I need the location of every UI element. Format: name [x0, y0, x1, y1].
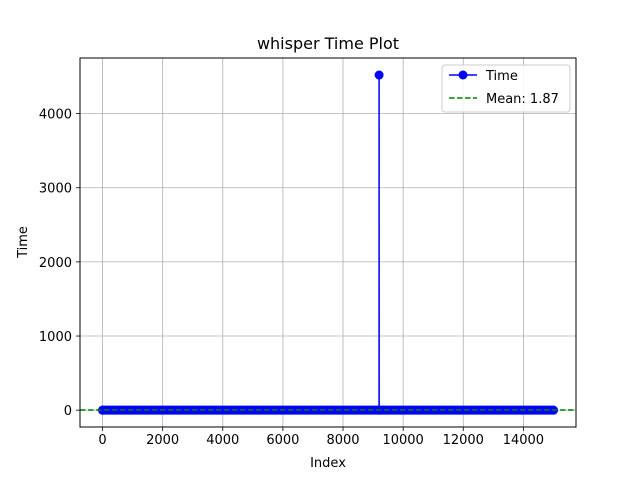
x-axis-label: Index [310, 456, 346, 471]
y-axis-label: Time [16, 226, 31, 259]
x-tick-label: 8000 [326, 433, 359, 448]
x-tick-label: 14000 [503, 433, 544, 448]
x-tick-label: 12000 [443, 433, 484, 448]
x-tick-label: 6000 [266, 433, 299, 448]
y-tick-label: 0 [64, 404, 72, 419]
y-tick-label: 1000 [39, 330, 72, 345]
time-data-point [98, 405, 108, 415]
chart-title: whisper Time Plot [257, 34, 399, 53]
y-tick-label: 2000 [39, 256, 72, 271]
legend-label-mean: Mean: 1.87 [486, 92, 559, 107]
data-layer [80, 70, 576, 415]
legend-box [441, 64, 571, 113]
y-tick-label: 4000 [39, 108, 72, 123]
ticks: 0 2000 4000 6000 8000 10000 12000 14000 0 1000 200… [39, 108, 544, 448]
x-tick-label: 0 [98, 433, 106, 448]
y-tick-label: 3000 [39, 182, 72, 197]
plot-frame [79, 57, 577, 428]
x-tick-label: 10000 [382, 433, 423, 448]
time-data-point [374, 70, 384, 80]
legend-time-marker [458, 70, 468, 80]
legend: Time Mean: 1.87 [441, 64, 571, 113]
x-tick-label: 2000 [146, 433, 179, 448]
legend-label-time: Time [485, 69, 518, 84]
x-tick-label: 4000 [206, 433, 239, 448]
